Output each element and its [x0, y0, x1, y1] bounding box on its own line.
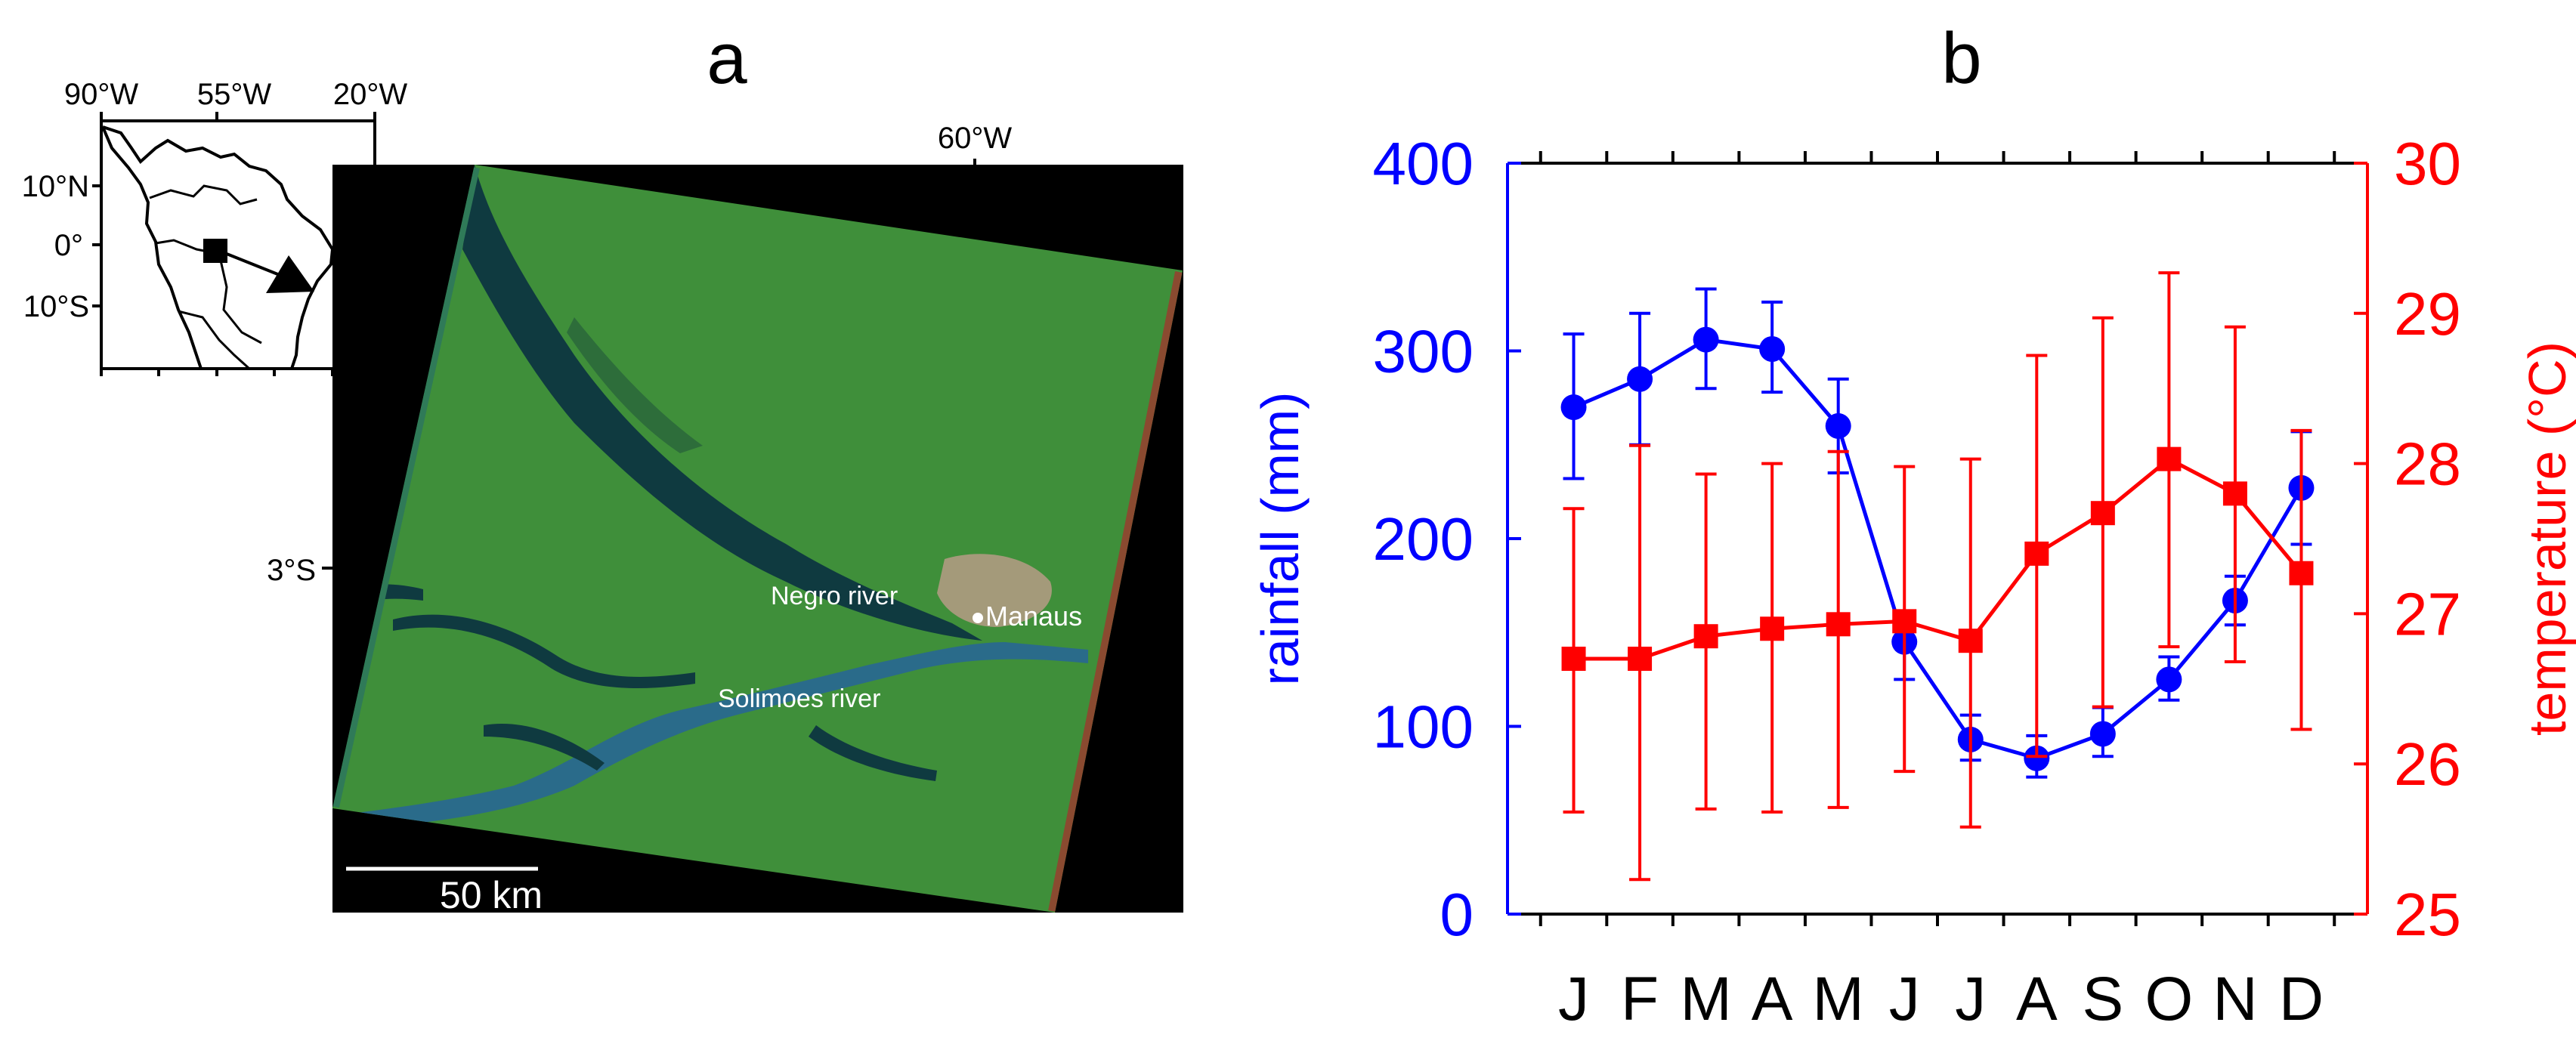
left-y-tick-label: 200	[1373, 505, 1474, 573]
data-point	[1627, 366, 1653, 392]
right-y-tick-label: 26	[2394, 731, 2461, 798]
left-y-ticks: 0 100 200 300 400	[1373, 130, 1521, 948]
inset-lat-tick: 10°S	[23, 290, 89, 323]
left-y-tick-label: 100	[1373, 693, 1474, 761]
bottom-tick-marks	[1538, 914, 2336, 926]
map-lon-label: 60°W	[938, 122, 1012, 155]
left-y-tick-label: 0	[1440, 881, 1474, 948]
x-tick-label: M	[1680, 965, 1731, 1033]
left-y-tick-label: 300	[1373, 318, 1474, 385]
panel-b-label: b	[1941, 18, 1981, 99]
data-point	[1825, 412, 1851, 439]
data-point	[2090, 501, 2115, 526]
data-point	[2024, 541, 2049, 566]
data-point	[2157, 446, 2182, 471]
study-area-marker	[203, 239, 227, 263]
x-tick-label: J	[1889, 965, 1920, 1033]
inset-lon-tick: 55°W	[197, 78, 271, 111]
top-tick-marks	[1538, 151, 2336, 163]
data-point	[1760, 616, 1785, 641]
data-point	[2222, 481, 2247, 506]
manaus-dot	[973, 613, 983, 623]
right-y-tick-label: 25	[2394, 881, 2461, 948]
manaus-label: Manaus	[985, 601, 1082, 632]
inset-lon-tick: 90°W	[64, 78, 138, 111]
data-point	[1892, 609, 1917, 634]
inset-lat-tick: 0°	[54, 229, 83, 262]
right-y-tick-label: 29	[2394, 280, 2461, 348]
x-tick-label: N	[2213, 965, 2257, 1033]
data-point	[1826, 612, 1851, 637]
data-point	[1628, 647, 1653, 672]
right-y-ticks: 25 26 27 28 29 30	[2354, 130, 2461, 948]
scale-bar-label: 50 km	[440, 874, 543, 916]
x-tick-label: J	[1955, 965, 1986, 1033]
map-lat-label: 3°S	[267, 554, 316, 587]
x-tick-label: A	[2016, 965, 2058, 1033]
left-y-tick-label: 400	[1373, 130, 1474, 197]
inset-borders	[149, 184, 262, 370]
x-tick-label: S	[2082, 965, 2123, 1033]
x-tick-label: J	[1558, 965, 1589, 1033]
left-y-axis-label: rainfall (mm)	[1251, 392, 1310, 686]
temperature-series	[1561, 271, 2314, 882]
x-tick-label: M	[1813, 965, 1864, 1033]
inset-coastline	[101, 125, 335, 369]
inset-map: 90°W 55°W 20°W 10°N 0° 10°S	[22, 78, 407, 376]
rainfall-series	[1560, 287, 2315, 779]
satellite-map: 60°W 3°S Negro river Manaus Solimoes riv…	[267, 122, 1183, 916]
inset-lon-tick: 20°W	[333, 78, 407, 111]
manaus-urban-area	[937, 554, 1052, 627]
right-y-axis-label: temperature (°C)	[2518, 341, 2576, 736]
negro-river-label: Negro river	[771, 582, 898, 610]
data-point	[2024, 745, 2050, 771]
data-point	[1759, 336, 1786, 363]
right-y-tick-label: 28	[2394, 431, 2461, 498]
data-point	[1693, 624, 1718, 649]
x-tick-label: O	[2145, 965, 2193, 1033]
data-point	[1560, 394, 1587, 421]
locator-arrow-head	[266, 255, 314, 293]
x-tick-label: F	[1621, 965, 1659, 1033]
right-y-tick-label: 27	[2394, 580, 2461, 647]
series-layer	[1560, 271, 2315, 882]
data-point	[2156, 666, 2182, 693]
data-point	[2089, 721, 2116, 747]
series-line	[1573, 456, 2303, 661]
data-point	[1561, 647, 1586, 672]
right-y-tick-label: 30	[2394, 130, 2461, 197]
panel-a: a 90°W 55°W 20°W 10°N 0° 10°S	[22, 18, 1183, 916]
solimoes-river	[332, 642, 1088, 831]
x-tick-label: A	[1752, 965, 1793, 1033]
negro-river	[462, 165, 982, 641]
x-tick-label: D	[2279, 965, 2324, 1033]
data-point	[1693, 326, 1719, 353]
panel-a-label: a	[707, 18, 747, 99]
data-point	[1958, 629, 1983, 653]
series-line	[1573, 337, 2303, 761]
solimoes-river-label: Solimoes river	[718, 684, 880, 713]
inset-lat-tick: 10°N	[22, 170, 89, 203]
data-point	[2289, 561, 2314, 585]
